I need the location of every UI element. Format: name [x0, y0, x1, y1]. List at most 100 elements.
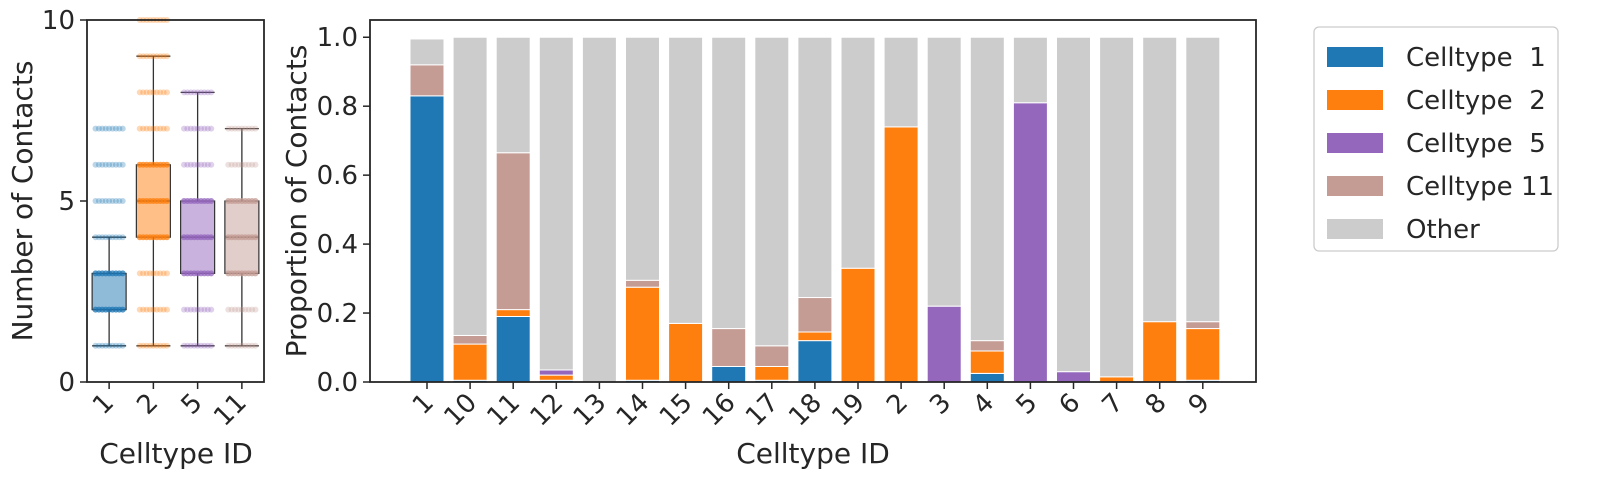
- bar-segment: [668, 36, 704, 324]
- boxplot-point: [232, 125, 239, 132]
- boxplot-point: [116, 161, 123, 168]
- bar-segment: [1012, 102, 1048, 383]
- boxplot-point: [252, 125, 259, 132]
- boxplot-point: [184, 306, 191, 313]
- boxplot-x-tick-label: 1: [87, 388, 120, 421]
- boxplot-point: [208, 342, 215, 349]
- boxplot-point: [163, 306, 170, 313]
- boxplot-point: [106, 161, 113, 168]
- boxplot-box: [91, 272, 127, 311]
- bar-segment: [538, 36, 574, 371]
- boxplot-point: [245, 125, 252, 132]
- boxplot-point: [163, 53, 170, 60]
- legend-swatch: [1327, 176, 1383, 196]
- bar-segment: [1056, 371, 1091, 383]
- stacked-bar-plot-area: [409, 36, 1221, 383]
- boxplot-point: [119, 125, 126, 132]
- boxplot-point: [163, 270, 170, 277]
- boxplot-point: [204, 306, 211, 313]
- boxplot-point: [225, 161, 232, 168]
- stacked-bar-y-tick-label: 1.0: [317, 23, 358, 53]
- boxplot-point: [228, 161, 235, 168]
- boxplot-y-tick-label: 10: [42, 6, 75, 36]
- boxplot-point: [184, 89, 191, 96]
- boxplot-point: [109, 161, 116, 168]
- boxplot-point: [191, 342, 198, 349]
- stacked-bar-x-axis-label: Celltype ID: [736, 437, 890, 470]
- boxplot-x-ticks: 1 2 5 11: [87, 382, 253, 432]
- stacked-bar-x-tick-label: 12: [525, 388, 570, 433]
- boxplot-point: [235, 342, 242, 349]
- boxplot-point: [95, 161, 102, 168]
- bar-segment: [625, 279, 660, 288]
- boxplot-point: [228, 342, 235, 349]
- boxplot-point: [150, 342, 157, 349]
- boxplot-point: [208, 125, 215, 132]
- boxplot-point: [136, 125, 143, 132]
- bar-segment: [495, 36, 531, 154]
- boxplot-point: [146, 306, 153, 313]
- boxplot-point: [160, 270, 167, 277]
- boxplot-point: [146, 89, 153, 96]
- boxplot-point: [242, 306, 249, 313]
- boxplot-point: [242, 125, 249, 132]
- stacked-bar-x-tick-label: 2: [881, 388, 914, 421]
- stacked-bar-y-tick-label: 0.2: [317, 299, 358, 329]
- boxplot-point: [146, 53, 153, 60]
- stacked-bar-x-tick-label: 5: [1010, 388, 1043, 421]
- stacked-bar-x-tick-label: 9: [1183, 388, 1216, 421]
- boxplot-point: [119, 161, 126, 168]
- boxplot-point: [238, 161, 245, 168]
- bar-segment: [1056, 36, 1091, 373]
- boxplot-x-tick-label: 5: [176, 388, 209, 421]
- stacked-bar-y-ticks: 0.0 0.2 0.4 0.6 0.8 1.0: [317, 23, 370, 398]
- boxplot-point: [198, 125, 205, 132]
- boxplot-point: [119, 234, 126, 241]
- boxplot-point: [238, 342, 245, 349]
- bar-segment: [883, 36, 919, 128]
- boxplot-point: [140, 53, 147, 60]
- boxplot-point: [157, 53, 164, 60]
- boxplot-point: [163, 89, 170, 96]
- boxplot-point: [140, 125, 147, 132]
- boxplot-point: [204, 125, 211, 132]
- boxplot-point: [232, 342, 239, 349]
- boxplot-point: [150, 53, 157, 60]
- bar-segment: [1142, 321, 1178, 383]
- boxplot-point: [102, 161, 109, 168]
- boxplot-point: [109, 234, 116, 241]
- boxplot-point: [112, 161, 119, 168]
- boxplot-y-tick-label: 0: [58, 368, 75, 398]
- boxplot-y-axis-label: Number of Contacts: [6, 61, 39, 342]
- legend-label: Celltype 1: [1406, 43, 1546, 73]
- boxplot-point: [143, 89, 150, 96]
- bar-segment: [625, 286, 660, 381]
- boxplot-point: [116, 234, 123, 241]
- bar-segment: [754, 365, 790, 381]
- stacked-bar-y-tick-label: 0.6: [317, 161, 358, 191]
- boxplot-point: [225, 125, 232, 132]
- boxplot-point: [201, 161, 208, 168]
- boxplot-point: [208, 306, 215, 313]
- boxplot-point: [136, 89, 143, 96]
- boxplot-point: [208, 198, 215, 204]
- boxplot-point: [187, 306, 194, 313]
- boxplot-point: [249, 306, 256, 313]
- boxplot-point: [146, 125, 153, 132]
- stacked-bar-x-tick-label: 17: [740, 388, 785, 433]
- stacked-bar-x-tick-label: 18: [783, 388, 828, 433]
- boxplot-point: [225, 342, 232, 349]
- boxplot-point: [102, 198, 109, 204]
- legend-swatch: [1327, 133, 1383, 153]
- stacked-bar-y-tick-label: 0.0: [317, 368, 358, 398]
- boxplot-point: [112, 342, 119, 349]
- boxplot-point: [140, 270, 147, 277]
- boxplot-point: [163, 125, 170, 132]
- boxplot-point: [245, 306, 252, 313]
- boxplot-point: [194, 125, 201, 132]
- stacked-bar-x-tick-label: 4: [967, 388, 1000, 421]
- stacked-bar-frame: [369, 19, 1257, 383]
- boxplot-point: [146, 270, 153, 277]
- bar-segment: [969, 340, 1005, 352]
